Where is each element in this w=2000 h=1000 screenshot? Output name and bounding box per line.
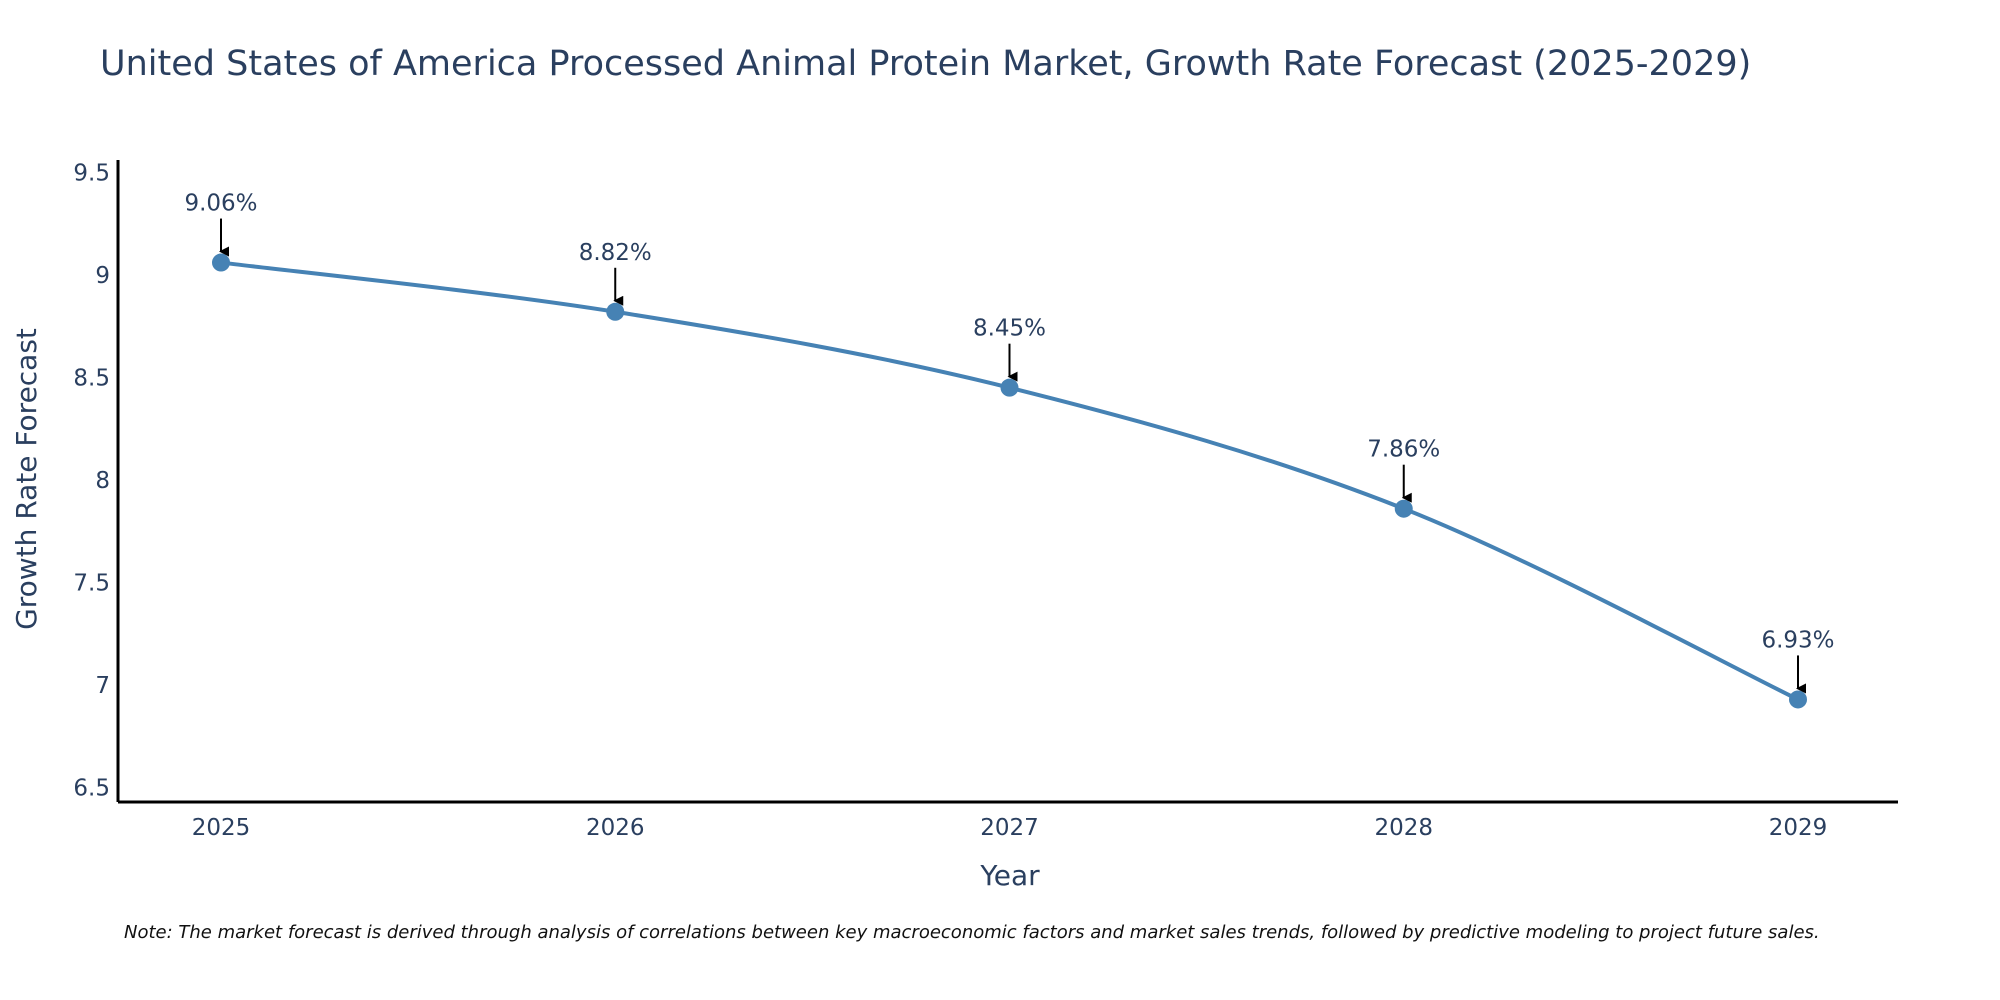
x-tick-label: 2028 [1374,815,1433,841]
data-point [1789,690,1807,709]
x-tick-label: 2029 [1769,815,1828,841]
y-tick-label: 9.5 [73,160,110,186]
y-tick-label: 6.5 [73,776,110,802]
y-tick-label: 8 [95,468,110,494]
y-tick-label: 8.5 [73,365,110,391]
data-point [1000,378,1019,397]
chart-note: Note: The market forecast is derived thr… [124,922,1820,943]
y-tick-label: 7.5 [73,571,110,597]
y-axis-title: Growth Rate Forecast [10,328,43,630]
y-tick-label: 7 [95,673,110,699]
data-label: 8.82% [579,240,652,266]
x-tick-label: 2027 [980,815,1039,841]
data-point [1394,499,1413,518]
data-label: 9.06% [184,191,257,217]
x-axis-title: Year [979,859,1040,892]
y-tick-label: 9 [95,263,110,289]
data-label: 6.93% [1761,627,1834,653]
data-point [606,302,625,321]
data-label: 8.45% [973,316,1046,342]
chart-title: United States of America Processed Anima… [100,44,1752,84]
x-tick-label: 2026 [586,815,645,841]
x-tick-label: 2025 [192,815,251,841]
data-point [212,253,230,272]
data-label: 7.86% [1367,437,1440,463]
